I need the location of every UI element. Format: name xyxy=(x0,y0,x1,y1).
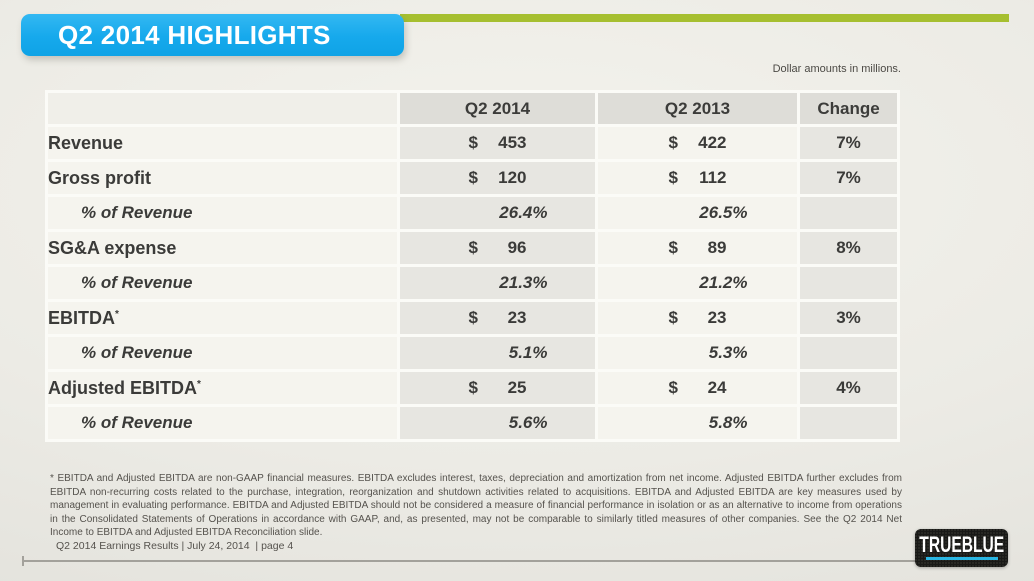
percent-value: 21.2% xyxy=(699,273,748,292)
percent-value: 5.8% xyxy=(708,413,748,432)
row-label: Gross profit xyxy=(48,162,397,194)
table-row: Adjusted EBITDA* $25 $24 4% xyxy=(48,372,897,404)
currency-symbol: $ xyxy=(668,133,678,152)
percent-value: 5.3% xyxy=(708,343,748,362)
logo-underline xyxy=(925,557,998,560)
currency-symbol: $ xyxy=(468,378,478,397)
value-cell-q2_2014: $120 xyxy=(400,162,595,194)
percent-value: 5.1% xyxy=(508,343,548,362)
change-cell: 7% xyxy=(800,162,897,194)
table-body: Revenue $453 $422 7% Gross profit $120 $112 7%%… xyxy=(48,127,897,439)
row-label: Revenue xyxy=(48,127,397,159)
value-cell-q2_2013: 5.3% xyxy=(598,337,797,369)
page-title: Q2 2014 HIGHLIGHTS xyxy=(58,19,331,50)
value-cell-q2_2013: $112 xyxy=(598,162,797,194)
footnote: * EBITDA and Adjusted EBITDA are non-GAA… xyxy=(50,473,902,539)
col-header-change: Change xyxy=(800,93,897,124)
currency-amount: 89 xyxy=(707,238,727,257)
currency-amount: 96 xyxy=(507,238,527,257)
table-row: SG&A expense $96 $89 8% xyxy=(48,232,897,264)
currency-symbol: $ xyxy=(468,133,478,152)
value-cell-q2_2013: $23 xyxy=(598,302,797,334)
currency-symbol: $ xyxy=(668,378,678,397)
financial-table: Q2 2014 Q2 2013 Change Revenue $453 $422 7%… xyxy=(45,90,900,442)
value-cell-q2_2014: 5.1% xyxy=(400,337,595,369)
value-cell-q2_2014: 5.6% xyxy=(400,407,595,439)
value-cell-q2_2013: 21.2% xyxy=(598,267,797,299)
currency-amount: 23 xyxy=(507,308,527,327)
value-cell-q2_2013: 5.8% xyxy=(598,407,797,439)
change-cell: 7% xyxy=(800,127,897,159)
value-cell-q2_2013: 26.5% xyxy=(598,197,797,229)
change-cell xyxy=(800,407,897,439)
value-cell-q2_2014: $25 xyxy=(400,372,595,404)
currency-amount: 422 xyxy=(698,133,727,152)
footer-divider-line xyxy=(22,556,915,566)
value-cell-q2_2013: $24 xyxy=(598,372,797,404)
col-header-q2-2014: Q2 2014 xyxy=(400,93,595,124)
change-cell xyxy=(800,197,897,229)
currency-symbol: $ xyxy=(468,238,478,257)
currency-symbol: $ xyxy=(468,308,478,327)
row-label: % of Revenue xyxy=(48,407,397,439)
row-label: % of Revenue xyxy=(48,267,397,299)
table-row: % of Revenue 5.1% 5.3% xyxy=(48,337,897,369)
change-cell: 3% xyxy=(800,302,897,334)
currency-amount: 453 xyxy=(498,133,527,152)
col-header-q2-2013: Q2 2013 xyxy=(598,93,797,124)
currency-amount: 120 xyxy=(498,168,527,187)
currency-symbol: $ xyxy=(668,168,678,187)
units-note: Dollar amounts in millions. xyxy=(772,63,901,75)
row-label: % of Revenue xyxy=(48,337,397,369)
row-label: SG&A expense xyxy=(48,232,397,264)
top-accent-line xyxy=(400,14,1009,22)
currency-amount: 24 xyxy=(707,378,727,397)
trueblue-logo: TRUEBLUE xyxy=(915,529,1008,567)
currency-symbol: $ xyxy=(668,238,678,257)
change-cell: 4% xyxy=(800,372,897,404)
footer-line-cap xyxy=(22,556,24,566)
table-header-row: Q2 2014 Q2 2013 Change xyxy=(48,93,897,124)
value-cell-q2_2014: 21.3% xyxy=(400,267,595,299)
value-cell-q2_2014: $96 xyxy=(400,232,595,264)
row-label: Adjusted EBITDA* xyxy=(48,372,397,404)
row-label: EBITDA* xyxy=(48,302,397,334)
currency-amount: 112 xyxy=(699,168,727,187)
table-row: EBITDA* $23 $23 3% xyxy=(48,302,897,334)
currency-amount: 23 xyxy=(707,308,727,327)
currency-symbol: $ xyxy=(468,168,478,187)
table-row: % of Revenue 5.6% 5.8% xyxy=(48,407,897,439)
footer-text: Q2 2014 Earnings Results | July 24, 2014… xyxy=(56,540,294,552)
percent-value: 26.5% xyxy=(699,203,748,222)
value-cell-q2_2014: $23 xyxy=(400,302,595,334)
value-cell-q2_2013: $422 xyxy=(598,127,797,159)
table-row: % of Revenue 26.4% 26.5% xyxy=(48,197,897,229)
currency-amount: 25 xyxy=(507,378,527,397)
row-label: % of Revenue xyxy=(48,197,397,229)
percent-value: 21.3% xyxy=(499,273,548,292)
percent-value: 5.6% xyxy=(508,413,548,432)
trueblue-logo-text: TRUEBLUE xyxy=(919,533,1004,558)
percent-value: 26.4% xyxy=(499,203,548,222)
slide-title-box: Q2 2014 HIGHLIGHTS xyxy=(21,14,404,56)
table-row: Gross profit $120 $112 7% xyxy=(48,162,897,194)
col-header-blank xyxy=(48,93,397,124)
change-cell: 8% xyxy=(800,232,897,264)
change-cell xyxy=(800,267,897,299)
change-cell xyxy=(800,337,897,369)
value-cell-q2_2013: $89 xyxy=(598,232,797,264)
table-row: % of Revenue 21.3% 21.2% xyxy=(48,267,897,299)
currency-symbol: $ xyxy=(668,308,678,327)
value-cell-q2_2014: 26.4% xyxy=(400,197,595,229)
table-row: Revenue $453 $422 7% xyxy=(48,127,897,159)
value-cell-q2_2014: $453 xyxy=(400,127,595,159)
